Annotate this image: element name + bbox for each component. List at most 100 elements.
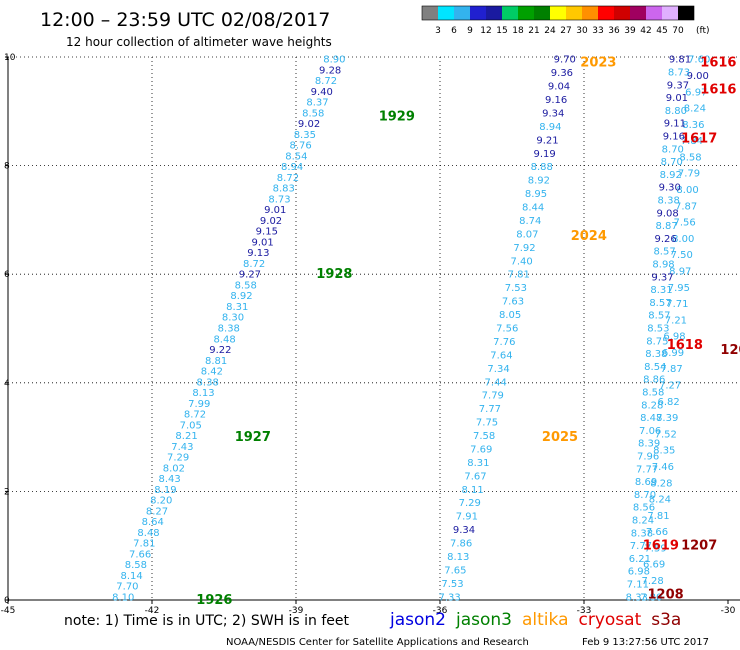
wave-height-point: 7.06 bbox=[639, 426, 661, 437]
pass-label: 1207 bbox=[681, 539, 717, 554]
colorbar-swatch bbox=[422, 6, 438, 20]
wave-height-point: 7.70 bbox=[116, 582, 138, 593]
wave-height-point: 7.92 bbox=[513, 243, 535, 254]
wave-height-point: 8.81 bbox=[205, 356, 227, 367]
colorbar-tick-label: 27 bbox=[560, 26, 571, 36]
wave-height-point: 7.46 bbox=[652, 462, 674, 473]
wave-height-point: 8.72 bbox=[184, 410, 206, 421]
wave-height-point: 7.53 bbox=[441, 579, 463, 590]
wave-height-point: 7.21 bbox=[665, 315, 687, 326]
wave-height-point: 6.21 bbox=[629, 554, 651, 565]
colorbar-swatch bbox=[502, 6, 518, 20]
wave-height-point: 8.48 bbox=[137, 528, 159, 539]
colorbar-tick-label: 18 bbox=[512, 26, 524, 36]
y-axis-ticks: 0 2 4 6 8 10 bbox=[4, 53, 16, 606]
wave-height-point: 6.97 bbox=[685, 87, 707, 98]
wave-height-point: 8.33 bbox=[626, 592, 648, 603]
wave-height-point: 7.58 bbox=[473, 431, 495, 442]
wave-height-point: 7.87 bbox=[675, 201, 697, 212]
wave-height-point: 8.87 bbox=[655, 221, 677, 232]
wave-height-point: 9.26 bbox=[654, 234, 676, 245]
wave-height-point: 8.10 bbox=[112, 592, 134, 603]
wave-height-point: 7.80 bbox=[640, 592, 662, 603]
wave-height-point: 9.02 bbox=[298, 119, 320, 130]
wave-height-point: 8.70 bbox=[634, 490, 656, 501]
wave-height-point: 7.71 bbox=[666, 299, 688, 310]
wave-height-point: 7.77 bbox=[630, 541, 652, 552]
footer-timestamp: Feb 9 13:27:56 UTC 2017 bbox=[582, 637, 709, 648]
wave-height-point: 8.37 bbox=[306, 98, 328, 109]
wave-height-point: 7.11 bbox=[627, 579, 649, 590]
colorbar-swatch bbox=[550, 6, 566, 20]
wave-height-point: 8.92 bbox=[660, 170, 682, 181]
colorbar-unit: (ft) bbox=[696, 26, 710, 36]
wave-height-point: 7.81 bbox=[647, 511, 669, 522]
wave-height-point: 8.36 bbox=[682, 120, 704, 131]
y-tick-label: 4 bbox=[4, 379, 10, 389]
wave-height-point: 8.90 bbox=[323, 55, 345, 66]
colorbar-tick-label: 39 bbox=[624, 26, 636, 36]
y-tick-label: 10 bbox=[4, 53, 16, 63]
wave-height-point: 8.70 bbox=[662, 144, 684, 155]
wave-height-point: 7.56 bbox=[674, 218, 696, 229]
wave-height-values: 8.107.708.148.587.667.818.488.648.278.20… bbox=[112, 55, 710, 604]
wave-height-point: 7.29 bbox=[167, 453, 189, 464]
wave-height-point: 6.98 bbox=[663, 332, 685, 343]
wave-height-point: 8.57 bbox=[648, 311, 670, 322]
wave-height-point: 8.88 bbox=[531, 162, 553, 173]
wave-height-point: 8.53 bbox=[647, 324, 669, 335]
wave-height-point: 9.70 bbox=[554, 55, 576, 66]
colorbar-swatch bbox=[438, 6, 454, 20]
chart-title: 12:00 – 23:59 UTC 02/08/2017 bbox=[40, 9, 330, 31]
wave-height-point: 8.35 bbox=[294, 130, 316, 141]
wave-height-point: 9.16 bbox=[545, 95, 567, 106]
plot-area bbox=[7, 57, 740, 601]
pass-label: 1617 bbox=[681, 131, 717, 146]
colorbar-swatch bbox=[454, 6, 470, 20]
colorbar-swatch bbox=[678, 6, 694, 20]
wave-height-point: 8.75 bbox=[646, 336, 668, 347]
wave-height-point: 8.07 bbox=[516, 229, 538, 240]
wave-height-point: 8.58 bbox=[302, 108, 324, 119]
wave-height-point: 8.43 bbox=[159, 474, 181, 485]
wave-height-point: 7.34 bbox=[487, 364, 509, 375]
wave-height-point: 9.28 bbox=[319, 65, 341, 76]
wave-height-point: 7.81 bbox=[508, 270, 530, 281]
wave-height-point: 9.40 bbox=[311, 87, 333, 98]
wave-height-point: 8.02 bbox=[163, 463, 185, 474]
wave-height-point: 8.69 bbox=[635, 477, 657, 488]
wave-height-point: 7.99 bbox=[188, 399, 210, 410]
wave-height-point: 8.57 bbox=[653, 247, 675, 258]
wave-height-point: 7.56 bbox=[496, 324, 518, 335]
colorbar-tick-label: 12 bbox=[480, 26, 491, 36]
wave-height-point: 8.30 bbox=[222, 313, 244, 324]
colorbar-tick-label: 9 bbox=[467, 26, 473, 36]
wave-height-point: 8.58 bbox=[235, 280, 257, 291]
wave-height-point: 7.86 bbox=[450, 539, 472, 550]
pass-label: 1618 bbox=[667, 338, 703, 353]
wave-height-point: 7.28 bbox=[642, 576, 664, 587]
x-tick-label: -36 bbox=[433, 606, 448, 616]
wave-height-point: 8.72 bbox=[277, 173, 299, 184]
legend-entry-cryosat: cryosat bbox=[579, 610, 642, 630]
wave-height-point: 8.80 bbox=[665, 106, 687, 117]
legend-entry-altika: altika bbox=[522, 610, 569, 630]
wave-height-point: 7.59 bbox=[644, 543, 666, 554]
wave-height-point: 8.24 bbox=[632, 515, 654, 526]
wave-height-point: 8.83 bbox=[273, 184, 295, 195]
wave-height-point: 8.94 bbox=[281, 162, 303, 173]
colorbar-swatch bbox=[534, 6, 550, 20]
wave-height-point: 7.05 bbox=[180, 420, 202, 431]
wave-height-point: 8.24 bbox=[684, 104, 706, 115]
wave-height-point: 8.58 bbox=[125, 560, 147, 571]
wave-height-point: 8.58 bbox=[642, 387, 664, 398]
wave-height-point: 8.70 bbox=[661, 157, 683, 168]
chart-subtitle: 12 hour collection of altimeter wave hei… bbox=[66, 35, 332, 49]
wave-height-point: 8.13 bbox=[192, 388, 214, 399]
pass-label: 1928 bbox=[316, 267, 352, 282]
wave-height-point: 7.76 bbox=[493, 337, 515, 348]
wave-height-point: 7.79 bbox=[678, 169, 700, 180]
colorbar-tick-label: 6 bbox=[451, 26, 457, 36]
wave-height-point: 9.27 bbox=[239, 270, 261, 281]
pass-labels: 1926 1927 1928 1929 2023 2024 2025 1616 1616 1617… bbox=[196, 55, 740, 608]
